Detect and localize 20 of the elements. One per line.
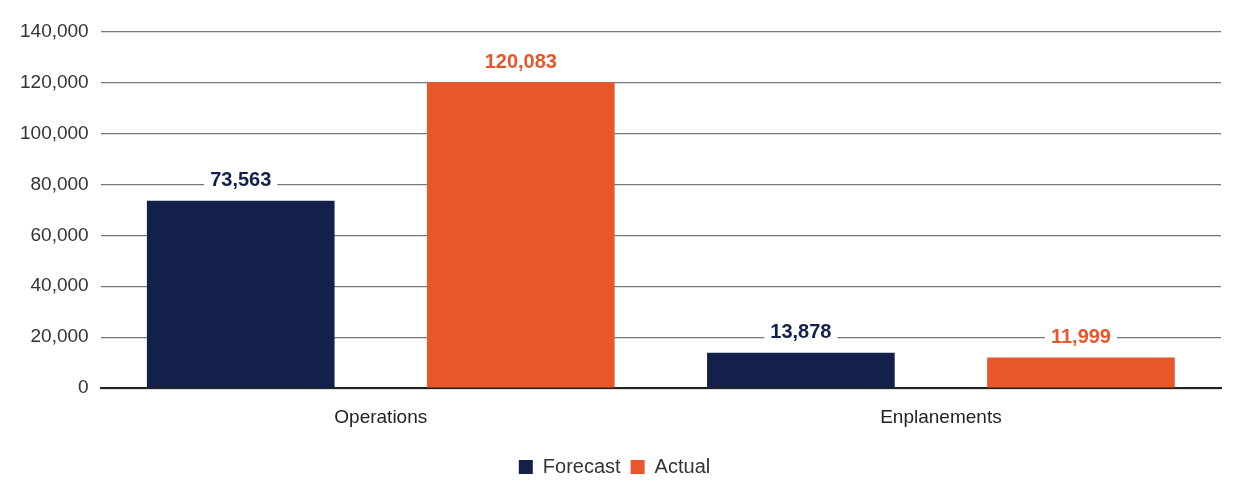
bar (707, 352, 895, 388)
y-tick-label: 120,000 (19, 70, 89, 92)
y-tick-label: 80,000 (30, 172, 89, 194)
data-label: 120,083 (484, 49, 557, 72)
y-tick-label: 60,000 (30, 223, 89, 245)
legend-label: Forecast (542, 454, 622, 477)
y-tick-label: 0 (78, 376, 89, 398)
y-tick-label: 100,000 (19, 121, 89, 143)
legend-label: Actual (654, 454, 711, 477)
data-label: 11,999 (1050, 325, 1111, 348)
bar (987, 357, 1175, 388)
data-label: 73,563 (210, 168, 272, 191)
x-tick-label: Operations (334, 405, 428, 427)
bar (146, 200, 335, 388)
x-tick-label: Enplanements (880, 405, 1002, 427)
y-tick-label: 140,000 (19, 19, 89, 41)
y-tick-label: 40,000 (30, 274, 89, 296)
y-tick-label: 20,000 (30, 325, 89, 347)
data-label: 13,878 (770, 320, 832, 343)
bar (426, 82, 615, 388)
